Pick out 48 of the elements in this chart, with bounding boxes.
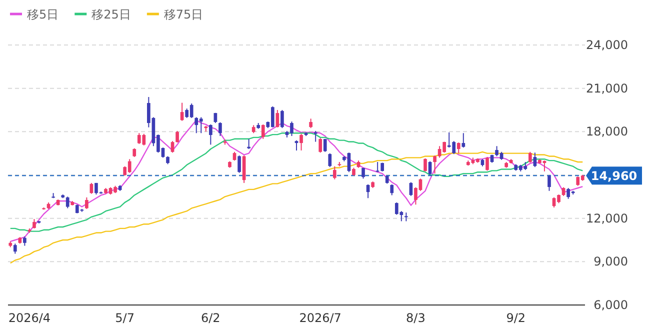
candlestick [328,152,332,168]
candlestick [170,140,174,154]
y-tick-label: 18,000 [586,124,628,139]
candlestick [433,155,436,174]
candlestick [85,196,88,210]
candlestick [309,118,312,129]
x-tick-label: 2026/4 [8,311,51,325]
y-tick-label: 9,000 [594,254,628,269]
candlestick [300,133,303,151]
y-tick-label: 12,000 [586,211,628,226]
candlestick [23,236,26,246]
candlestick [428,160,432,176]
candlestick [176,130,179,143]
candlestick [332,166,336,180]
candlestick [456,142,460,154]
candlestick [314,130,318,142]
ref-line-label: 14,960 [590,169,638,184]
candlestick [247,138,250,150]
candlestick [13,243,17,254]
candlestick [238,155,241,174]
candlestick [261,124,265,140]
legend-label: 移25日 [92,8,131,22]
candlestick [280,110,284,129]
candlestick [462,132,466,148]
y-tick-label: 21,000 [586,81,628,96]
x-tick-label: 5/7 [115,311,134,325]
candlestick [528,151,532,164]
candlestick [208,124,212,146]
candlestick [548,174,551,192]
candlestick [294,140,298,151]
x-tick-label: 6/2 [201,311,220,325]
legend-label: 移75日 [164,8,204,22]
candlestick [276,110,280,128]
candlestick [66,196,70,209]
y-tick-label: 6,000 [594,298,628,312]
candlestick [390,184,394,196]
candlestick [242,155,246,184]
candlestick [218,122,222,136]
candlestick [486,156,489,172]
candlestick [323,138,327,152]
x-tick-label: 8/3 [406,311,426,325]
candlestick [318,138,322,154]
x-tick-label: 9/2 [506,311,526,325]
x-tick-label: 2026/7 [299,311,342,325]
candlestick [32,218,36,229]
candlestick [424,158,427,172]
legend-label: 移5日 [27,8,59,22]
y-tick-label: 24,000 [586,38,628,52]
